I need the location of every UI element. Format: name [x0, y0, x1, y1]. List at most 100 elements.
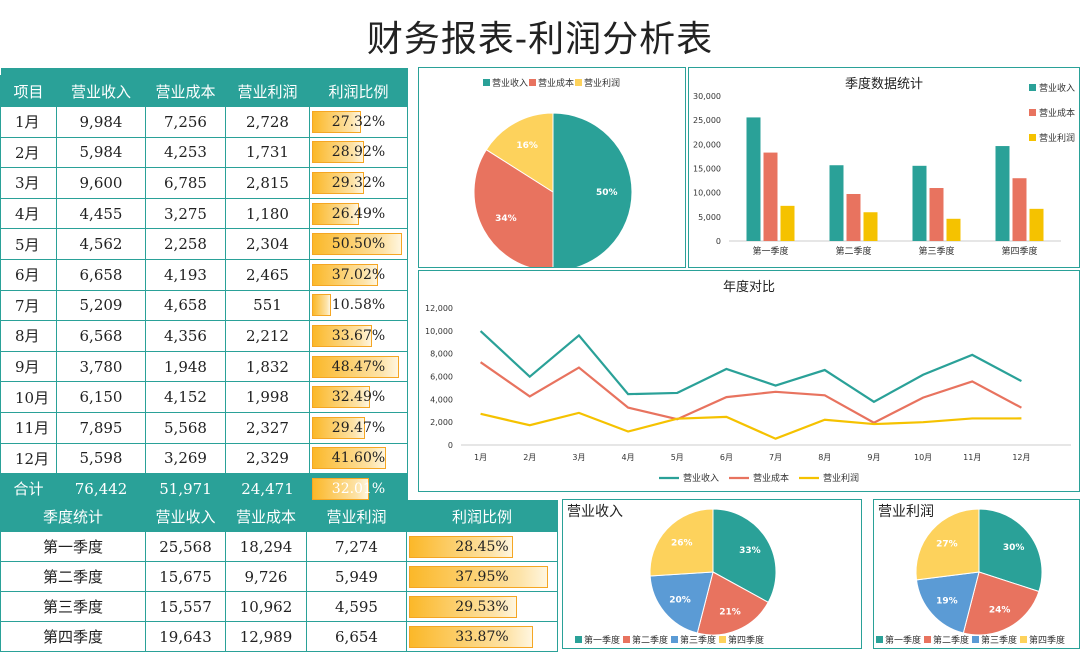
value-cell: 3,780	[56, 350, 146, 383]
value-cell: 6,568	[56, 320, 146, 352]
ratio-fill	[409, 565, 548, 588]
ratio-fill	[409, 595, 517, 618]
column-header: 利润比例	[309, 75, 408, 107]
bar	[746, 117, 761, 241]
value-cell: 6,658	[56, 258, 146, 291]
pie-data-label: 26%	[671, 539, 693, 549]
pie-slice	[915, 508, 980, 581]
column-header: 营业收入	[145, 500, 226, 532]
quarter-cell: 第一季度	[0, 531, 146, 562]
table-row: 6月 6,658 4,193 2,465 37.02%	[0, 258, 408, 291]
value-cell: 4,356	[145, 320, 226, 352]
value-cell: 2,465	[225, 258, 310, 291]
ratio-value: 41.60%	[331, 450, 386, 467]
ratio-databar: 29.32%	[312, 171, 405, 194]
value-cell: 4,253	[145, 136, 226, 169]
value-cell: 551	[225, 289, 310, 322]
ratio-fill	[312, 447, 387, 470]
x-tick-label: 11月	[963, 453, 981, 462]
y-tick-label: 15,000	[693, 165, 721, 174]
x-tick-label: 5月	[671, 453, 684, 462]
table-row: 2月 5,984 4,253 1,731 28.92%	[0, 136, 408, 169]
table-header: 季度统计 营业收入 营业成本 营业利润 利润比例	[0, 500, 558, 532]
month-cell: 7月	[0, 289, 57, 322]
ratio-databar: 32.01%	[312, 477, 405, 500]
legend-label: 营业收入	[1039, 82, 1075, 94]
value-cell: 12,989	[225, 621, 307, 652]
quarter-cell: 第三季度	[0, 591, 146, 622]
ratio-value: 33.67%	[331, 327, 386, 344]
ratio-cell: 26.49%	[309, 197, 408, 230]
table-row: 12月 5,598 3,269 2,329 41.60%	[0, 442, 408, 475]
legend-label: 第一季度	[584, 634, 620, 646]
column-header: 项目	[0, 75, 57, 107]
month-cell: 6月	[0, 258, 57, 291]
value-cell: 4,658	[145, 289, 226, 322]
legend-label: 第二季度	[632, 634, 668, 646]
monthly-table: 项目 营业收入 营业成本 营业利润 利润比例 1月 9,984 7,256 2,728 27.3…	[0, 68, 408, 505]
ratio-fill	[409, 625, 533, 648]
value-cell: 2,329	[225, 442, 310, 475]
value-cell: 1,998	[225, 381, 310, 413]
table-row: 4月 4,455 3,275 1,180 26.49%	[0, 197, 408, 230]
value-cell: 6,654	[306, 621, 407, 652]
value-cell: 2,212	[225, 320, 310, 352]
legend-swatch	[483, 79, 490, 86]
y-tick-label: 0	[716, 237, 721, 246]
x-tick-label: 7月	[769, 453, 782, 462]
value-cell: 4,595	[306, 591, 407, 622]
pie-slice	[552, 112, 633, 272]
series-line	[480, 411, 1022, 440]
month-cell: 2月	[0, 136, 57, 169]
table-row: 7月 5,209 4,658 551 10.58%	[0, 289, 408, 322]
legend-swatch	[1029, 109, 1036, 116]
legend-label: 第三季度	[981, 634, 1017, 646]
value-cell: 3,269	[145, 442, 226, 475]
month-cell: 5月	[0, 228, 57, 260]
column-header: 营业利润	[306, 500, 407, 532]
y-tick-label: 6,000	[430, 373, 453, 382]
ratio-cell: 32.49%	[309, 381, 408, 413]
month-cell: 9月	[0, 350, 57, 383]
ratio-databar: 50.50%	[312, 233, 405, 256]
bar	[912, 165, 927, 241]
table-row: 第一季度 25,568 18,294 7,274 28.45%	[0, 531, 558, 562]
ratio-fill	[312, 110, 361, 133]
value-cell: 1,948	[145, 350, 226, 383]
ratio-cell: 48.47%	[309, 350, 408, 383]
pie-slice	[712, 508, 777, 604]
value-cell: 15,557	[145, 591, 226, 622]
bar	[846, 193, 861, 241]
ratio-value: 28.45%	[455, 538, 509, 555]
legend-swatch	[972, 636, 979, 643]
ratio-databar: 27.32%	[312, 110, 405, 133]
value-cell: 25,568	[145, 531, 226, 562]
pie-data-label: 21%	[719, 607, 741, 617]
x-tick-label: 9月	[867, 453, 880, 462]
ratio-databar: 41.60%	[312, 447, 405, 470]
ratio-fill	[312, 386, 371, 409]
pie-data-label: 16%	[516, 141, 538, 151]
pie-data-label: 34%	[495, 214, 517, 224]
ratio-value: 32.49%	[331, 389, 386, 406]
x-tick-label: 4月	[622, 453, 635, 462]
legend-label: 营业成本	[538, 77, 574, 89]
total-pie-panel: 50% 34% 16% 营业收入 营业成本 营业利润	[418, 67, 686, 272]
value-cell: 15,675	[145, 561, 226, 592]
y-tick-label: 5,000	[698, 213, 721, 222]
ratio-databar: 29.47%	[312, 416, 405, 439]
quarterly-table: 季度统计 营业收入 营业成本 营业利润 利润比例 第一季度 25,568 18,294 7,2…	[0, 500, 558, 652]
value-cell: 4,455	[56, 197, 146, 230]
y-tick-label: 8,000	[430, 350, 453, 359]
ratio-cell: 50.50%	[309, 228, 408, 260]
legend-label: 第三季度	[680, 634, 716, 646]
x-tick-label: 8月	[818, 453, 831, 462]
bar	[863, 212, 878, 241]
total-cell: 合计	[0, 473, 57, 505]
pie-data-label: 50%	[596, 188, 618, 198]
legend-swatch	[575, 79, 582, 86]
legend-label: 第四季度	[1029, 634, 1065, 646]
total-cell: 24,471	[225, 473, 310, 505]
month-cell: 3月	[0, 167, 57, 199]
total-cell: 51,971	[145, 473, 226, 505]
